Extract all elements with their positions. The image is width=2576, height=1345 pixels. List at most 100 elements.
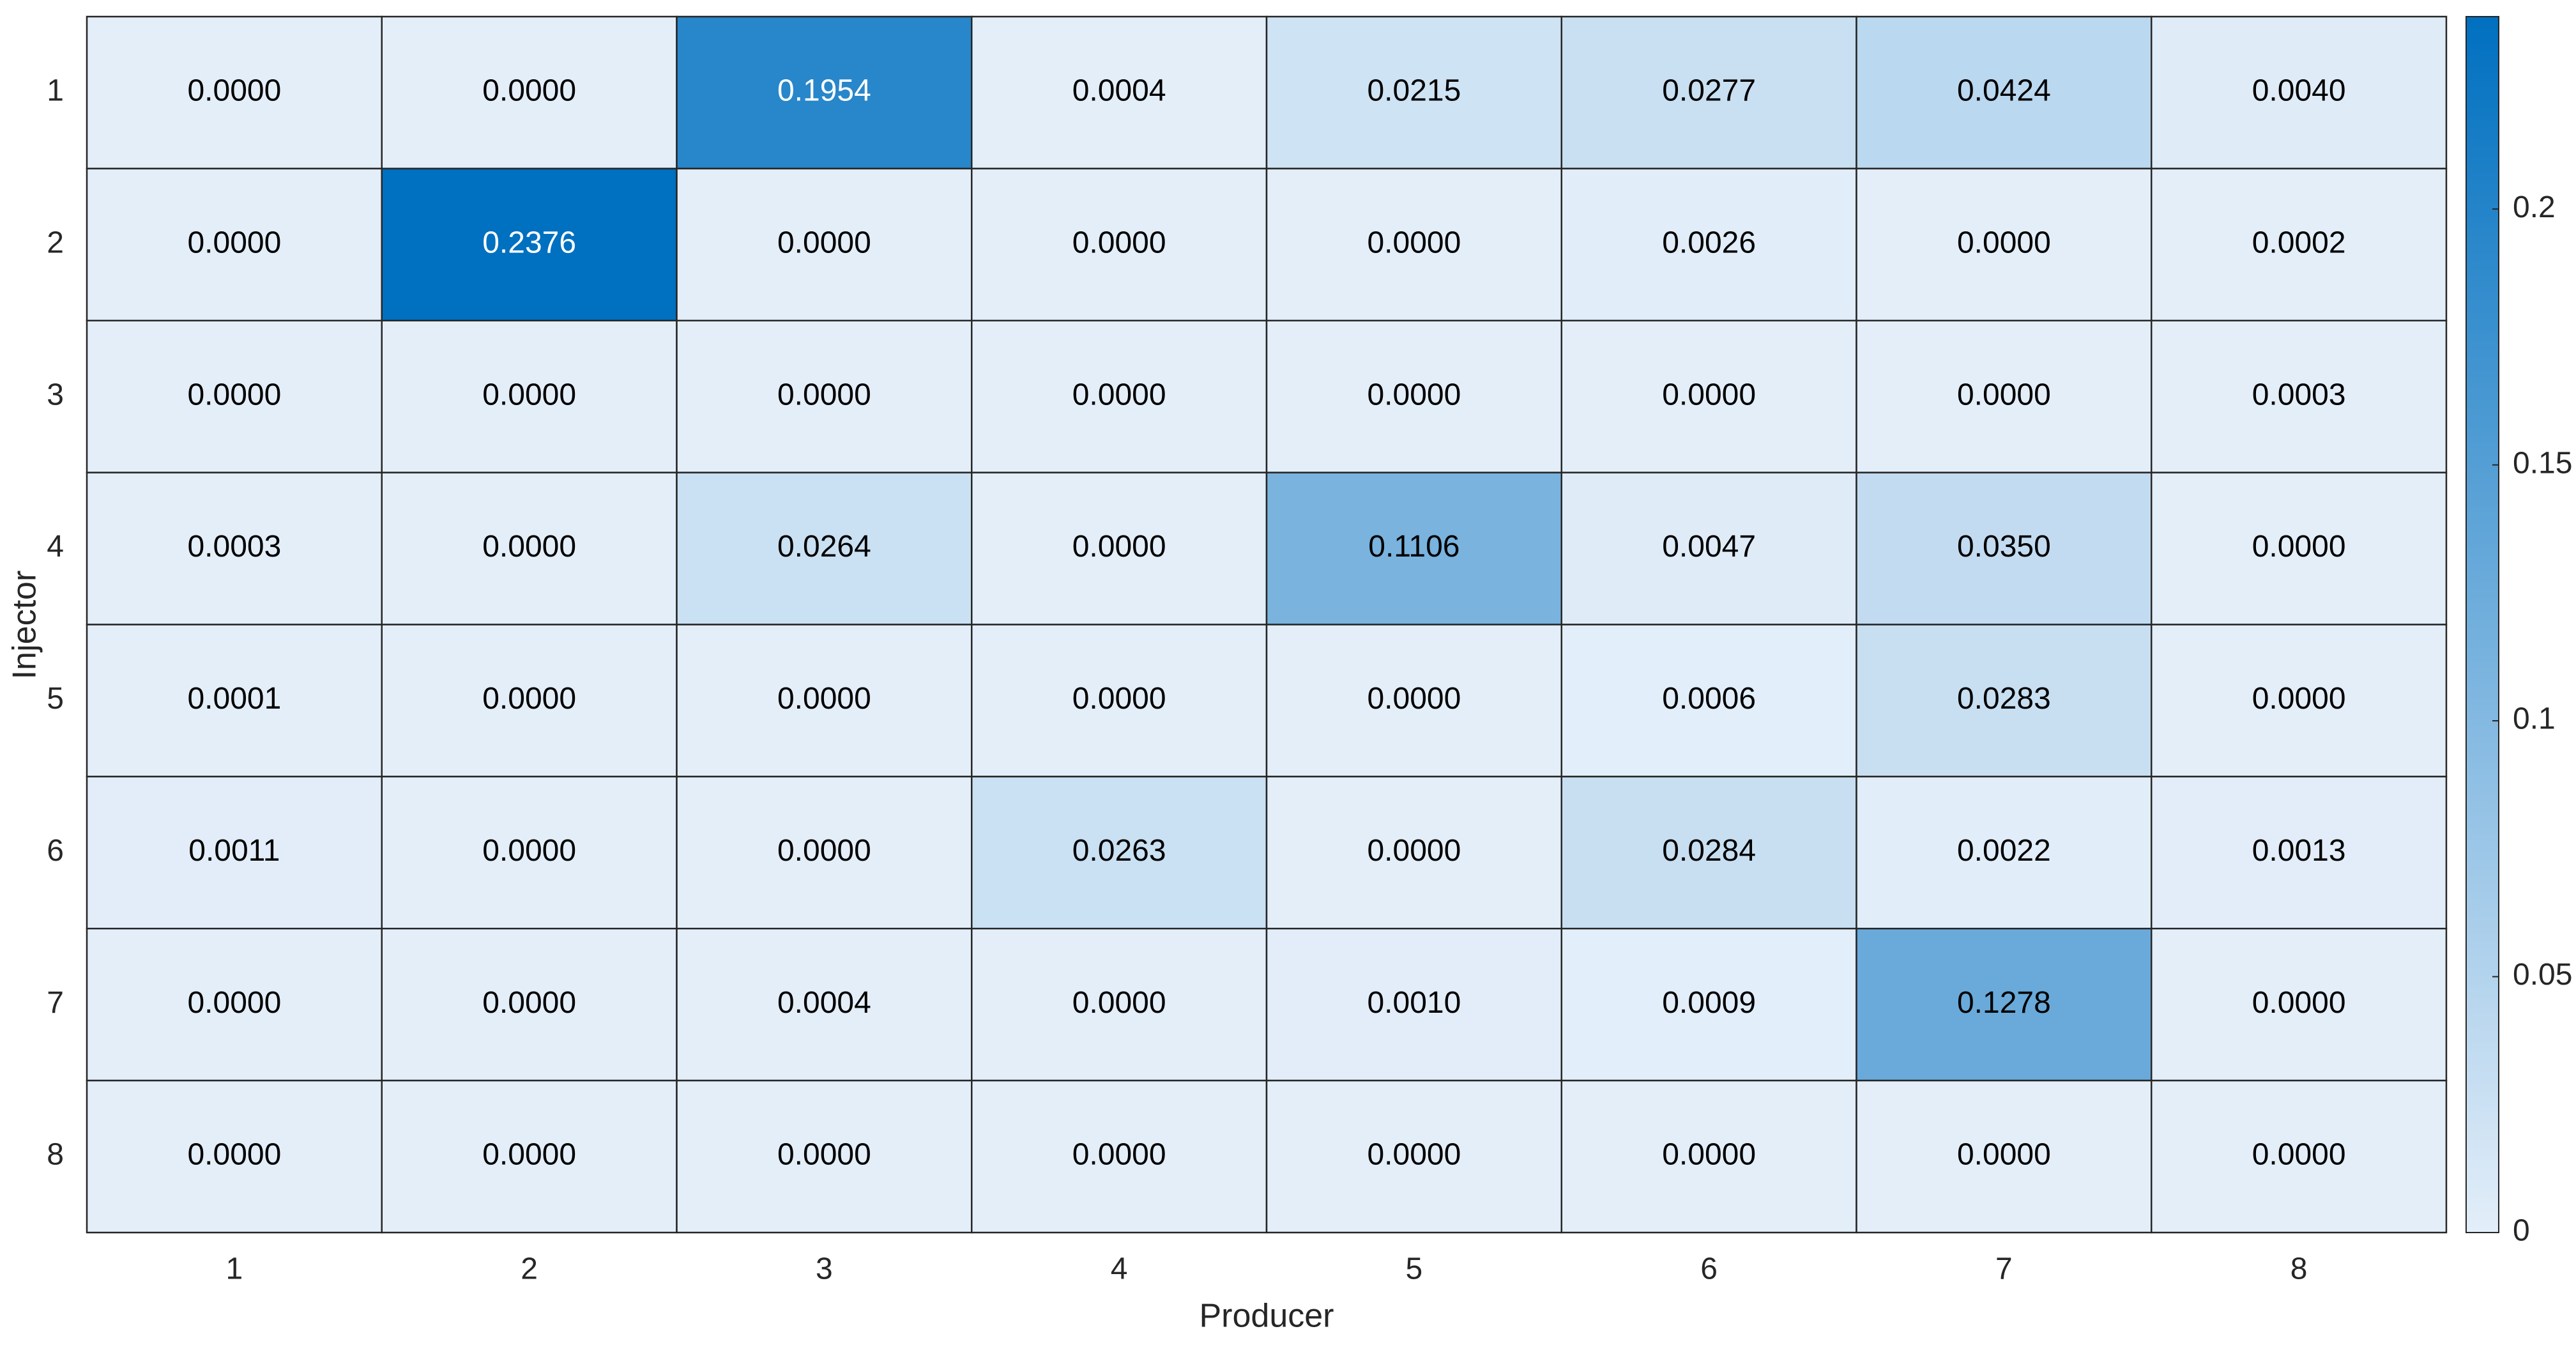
heatmap-cell [1560,776,1857,930]
cell-label: 0.0284 [1662,834,1756,868]
cell-label: 0.0006 [1662,682,1756,716]
cell-label: 0.1954 [777,74,871,108]
x-tick-label: 3 [816,1252,833,1286]
x-tick-label: 7 [1995,1252,2013,1286]
cell-label: 0.1278 [1957,986,2051,1020]
cell-label: 0.0000 [1072,986,1166,1020]
cell-label: 0.0277 [1662,74,1756,108]
heatmap-cell [676,15,973,170]
cell-label: 0.0000 [1072,530,1166,564]
heatmap-cell [1856,624,2153,778]
x-axis-title: Producer [1200,1298,1334,1335]
cell-label: 0.0000 [1072,682,1166,716]
colorbar [2465,16,2499,1233]
cell-label: 0.0350 [1957,530,2051,564]
cell-label: 0.1106 [1368,530,1459,564]
cell-label: 0.0000 [187,986,281,1020]
heatmap-cell [971,15,1268,170]
cell-label: 0.0000 [482,1138,576,1172]
heatmap-cell [2151,167,2448,321]
heatmap-cell [1265,776,1562,930]
heatmap-cell [676,1079,973,1234]
cell-label: 0.0000 [482,682,576,716]
heatmap-cell [2151,15,2448,170]
heatmap-cell [2151,1079,2448,1234]
heatmap-cell [1560,319,1857,473]
cell-label: 0.0000 [1367,1138,1461,1172]
cell-label: 0.0000 [1957,226,2051,259]
cell-label: 0.0000 [187,226,281,259]
cell-label: 0.0000 [482,74,576,108]
heatmap-cell [1265,15,1562,170]
cell-label: 0.0000 [777,1138,871,1172]
cell-label: 0.0000 [482,378,576,411]
heatmap-cell [2151,319,2448,473]
cell-label: 0.0001 [187,682,281,716]
heatmap-cell [971,167,1268,321]
colorbar-tick-label: 0.05 [2513,958,2572,992]
cell-label: 0.0000 [187,1138,281,1172]
x-tick-label: 4 [1111,1252,1128,1286]
cell-label: 0.0000 [187,74,281,108]
cell-label: 0.0000 [1662,1138,1756,1172]
cell-label: 0.0010 [1367,986,1461,1020]
heatmap-cell [1856,472,2153,626]
cell-label: 0.0000 [1072,378,1166,411]
cell-label: 0.0424 [1957,74,2051,108]
x-tick-label: 5 [1406,1252,1423,1286]
heatmap-cell [1265,928,1562,1082]
cell-label: 0.0026 [1662,226,1756,259]
y-tick-label: 3 [47,378,64,411]
heatmap-cell [1265,624,1562,778]
cell-label: 0.0000 [1367,834,1461,868]
heatmap-cell [1560,1079,1857,1234]
heatmap-cell [1560,624,1857,778]
cell-label: 0.0013 [2252,834,2346,868]
cell-label: 0.0000 [482,530,576,564]
x-tick-label: 1 [226,1252,243,1286]
cell-label: 0.0000 [1662,378,1756,411]
y-tick-label: 8 [47,1138,64,1172]
colorbar-tick-label: 0.15 [2513,446,2572,480]
colorbar-tick-label: 0 [2513,1214,2530,1248]
cell-label: 0.0000 [777,682,871,716]
heatmap-cell [971,472,1268,626]
heatmap-cell [676,319,973,473]
heatmap-cell [381,319,678,473]
cell-label: 0.0004 [777,986,871,1020]
heatmap-cell [676,776,973,930]
heatmap-cell [86,15,383,170]
heatmap-cell [86,928,383,1082]
y-tick-label: 6 [47,834,64,868]
cell-label: 0.0000 [1072,1138,1166,1172]
heatmap-cell [1265,167,1562,321]
x-tick-label: 6 [1700,1252,1718,1286]
cell-label: 0.0000 [1367,226,1461,259]
y-tick-label: 4 [47,530,64,564]
heatmap-cell [1856,319,2153,473]
y-tick-label: 1 [47,74,64,108]
cell-label: 0.0047 [1662,530,1756,564]
heatmap-cell [86,319,383,473]
heatmap-cell [381,167,678,321]
cell-label: 0.0022 [1957,834,2051,868]
heatmap-cell [676,472,973,626]
heatmap-cell [86,1079,383,1234]
heatmap-cell [381,928,678,1082]
heatmap-cell [1856,167,2153,321]
cell-label: 0.0040 [2252,74,2346,108]
heatmap-cell [1265,319,1562,473]
cell-label: 0.0215 [1367,74,1461,108]
cell-label: 0.0000 [2252,1138,2346,1172]
colorbar-tick-label: 0.2 [2513,190,2556,224]
cell-label: 0.0000 [1957,378,2051,411]
heatmap-cell [1560,15,1857,170]
heatmap-cell [971,319,1268,473]
cell-label: 0.0000 [187,378,281,411]
y-axis-title: Injector [6,571,43,680]
x-tick-label: 8 [2290,1252,2308,1286]
heatmap-cell [1560,928,1857,1082]
cell-label: 0.0003 [187,530,281,564]
cell-label: 0.0000 [1072,226,1166,259]
